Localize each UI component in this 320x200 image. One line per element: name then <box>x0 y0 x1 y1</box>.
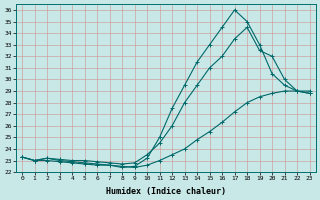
X-axis label: Humidex (Indice chaleur): Humidex (Indice chaleur) <box>106 187 226 196</box>
